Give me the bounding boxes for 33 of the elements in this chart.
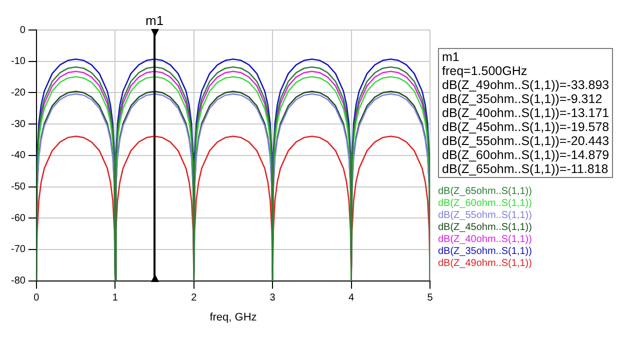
- y-tick-label: -40: [11, 150, 26, 162]
- series-label: dB(Z_60ohm..S(1,1)): [438, 198, 533, 210]
- x-tick-label: 2: [191, 292, 198, 304]
- x-tick-label: 1: [112, 292, 118, 304]
- text: freq=1.500GHz: [442, 64, 528, 78]
- series-label: dB(Z_65ohm..S(1,1)): [438, 186, 533, 198]
- y-tick-label: -10: [11, 56, 26, 68]
- y-tick-label: -50: [11, 182, 26, 192]
- ref-line-label: m1: [145, 13, 164, 28]
- text: dB(Z_40ohm..S(1,1))=-13.171: [442, 106, 610, 120]
- x-axis-title: freq, GHz: [210, 311, 257, 324]
- text: dB(Z_65ohm..S(1,1))=-11.818: [442, 162, 610, 176]
- x-tick-label: 4: [348, 292, 355, 304]
- text: dB(Z_49ohm..S(1,1))=-33.893: [442, 78, 610, 92]
- y-tick-label: -20: [11, 87, 26, 98]
- text: m1: [442, 50, 460, 64]
- text: dB(Z_60ohm..S(1,1))=-14.879: [442, 148, 610, 162]
- text: dB(Z_55ohm..S(1,1))=-20.443: [442, 134, 610, 148]
- x-tick-label: 3: [270, 292, 276, 304]
- y-tick-label: 0: [20, 24, 26, 36]
- x-tick-label: 0: [34, 292, 40, 304]
- text: dB(Z_40ohm..S(1,1)): [438, 234, 533, 246]
- series-label: dB(Z_35ohm..S(1,1)): [438, 246, 533, 258]
- series-label: dB(Z_49ohm..S(1,1)): [438, 258, 533, 270]
- text: dB(Z_35ohm..S(1,1))=-9.312: [442, 92, 604, 106]
- y-tick-label: -60: [11, 212, 26, 224]
- text: dB(Z_45ohm..S(1,1))=-19.578: [442, 120, 610, 134]
- series-label: dB(Z_45ohm..S(1,1)): [438, 222, 533, 234]
- y-tick-label: -30: [11, 118, 26, 130]
- y-tick-label: -70: [11, 244, 26, 256]
- y-tick-label: -80: [11, 276, 26, 287]
- series-label: dB(Z_55ohm..S(1,1)): [438, 210, 533, 222]
- x-tick-label: 5: [427, 292, 434, 304]
